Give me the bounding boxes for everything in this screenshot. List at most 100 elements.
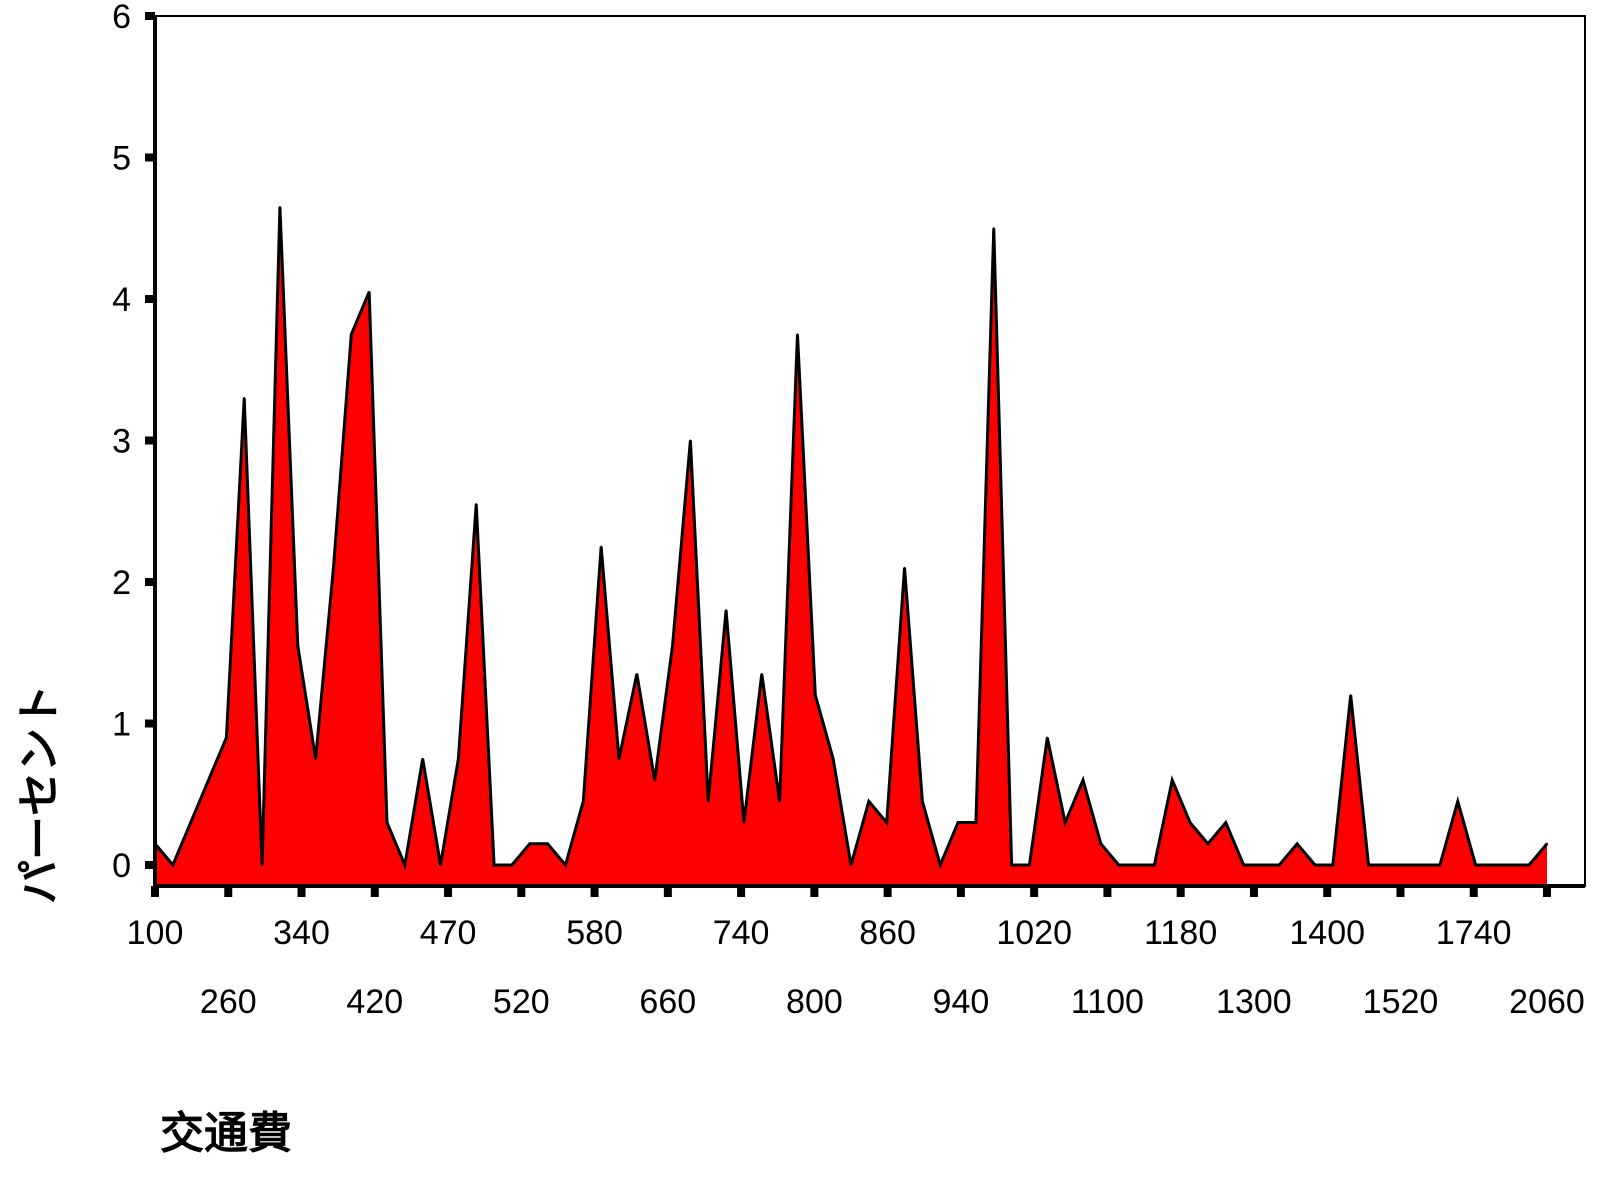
x-tick <box>883 886 892 897</box>
data-point <box>189 821 192 824</box>
data-point <box>760 672 763 675</box>
x-tick-label: 660 <box>639 983 696 1021</box>
data-point <box>1546 842 1548 845</box>
data-point <box>1117 864 1120 866</box>
x-tick-label: 100 <box>127 914 184 952</box>
x-tick-label: 740 <box>713 914 770 952</box>
data-point <box>653 779 656 782</box>
data-point <box>1064 821 1067 824</box>
x-tick <box>1249 886 1258 897</box>
data-point <box>225 736 228 739</box>
data-point <box>600 545 603 548</box>
data-point <box>332 566 335 569</box>
data-point <box>386 821 388 824</box>
data-point <box>493 864 496 866</box>
x-tick-label: 1020 <box>996 914 1072 952</box>
data-point <box>618 757 620 760</box>
data-point <box>903 566 906 569</box>
data-point <box>1260 864 1263 866</box>
y-tick-label: 0 <box>112 847 131 885</box>
data-point <box>1224 821 1227 824</box>
x-tick-label: 420 <box>346 983 403 1021</box>
data-point <box>457 757 460 760</box>
x-tick-label: 340 <box>273 914 330 952</box>
data-point <box>1082 779 1084 782</box>
data-point <box>921 800 924 803</box>
x-tick <box>810 886 819 897</box>
data-point <box>1456 800 1459 803</box>
data-point <box>1438 864 1441 866</box>
x-tick <box>1030 886 1039 897</box>
data-point <box>1349 694 1352 697</box>
data-point <box>1528 864 1531 866</box>
x-tick <box>224 886 233 897</box>
data-point <box>1135 864 1138 866</box>
data-point <box>1010 864 1013 866</box>
x-tick-label: 520 <box>493 983 550 1021</box>
data-point <box>350 333 353 336</box>
data-point <box>1206 842 1209 845</box>
y-tick <box>145 578 155 586</box>
y-axis-title: パーセント <box>14 684 65 904</box>
data-point <box>510 864 513 866</box>
data-point <box>1296 842 1299 845</box>
data-point <box>814 694 817 697</box>
data-point <box>885 821 888 824</box>
x-tick <box>1176 886 1185 897</box>
data-point <box>1314 864 1316 866</box>
y-tick <box>145 436 155 445</box>
label-layer: 0 1 2 3 4 5 6 100 260 340 420 470 520 580 660 740 800 860… <box>112 0 1585 1021</box>
data-point <box>475 503 478 506</box>
x-tick <box>1396 886 1405 897</box>
x-tick <box>590 886 599 897</box>
data-point <box>939 864 942 866</box>
data-point <box>832 757 835 760</box>
data-point <box>278 206 281 209</box>
y-tick-label: 4 <box>112 281 131 319</box>
data-point <box>1028 864 1031 866</box>
data-point <box>564 864 567 866</box>
y-tick <box>145 12 155 20</box>
x-tick-label: 1400 <box>1289 914 1365 952</box>
data-point <box>243 397 246 400</box>
y-tick-label: 2 <box>112 564 131 602</box>
data-point <box>528 842 531 845</box>
x-axis-title: 交通費 <box>160 1108 292 1159</box>
x-tick <box>1323 886 1332 897</box>
data-point <box>368 290 371 293</box>
area-fill <box>155 207 1547 886</box>
data-point <box>1189 821 1192 824</box>
data-point <box>403 864 406 866</box>
data-point <box>1367 864 1370 866</box>
x-tick <box>1543 886 1551 897</box>
data-point <box>671 644 674 647</box>
x-tick <box>517 886 526 897</box>
x-tick <box>444 886 453 897</box>
x-tick-label: 1520 <box>1363 983 1439 1021</box>
x-tick <box>370 886 379 897</box>
data-point <box>867 800 870 803</box>
data-point <box>707 800 710 803</box>
x-tick <box>1103 886 1112 897</box>
x-tick-label: 260 <box>200 983 257 1021</box>
data-point <box>439 864 442 866</box>
data-point <box>207 779 210 782</box>
y-tick <box>145 719 155 728</box>
data-point <box>992 227 995 230</box>
y-tick <box>145 295 155 303</box>
x-tick <box>297 886 306 897</box>
data-point <box>974 821 977 824</box>
y-tick <box>145 861 155 869</box>
data-point <box>689 439 692 442</box>
data-point <box>1242 864 1245 866</box>
data-point <box>546 842 549 845</box>
data-point <box>850 864 852 866</box>
data-point <box>1403 864 1406 866</box>
data-point <box>171 864 174 866</box>
x-tick <box>151 886 159 897</box>
x-tick-label: 1740 <box>1436 914 1512 952</box>
data-point <box>1474 864 1477 866</box>
data-point <box>582 800 585 803</box>
data-point <box>1510 864 1513 866</box>
data-point <box>1099 842 1102 845</box>
